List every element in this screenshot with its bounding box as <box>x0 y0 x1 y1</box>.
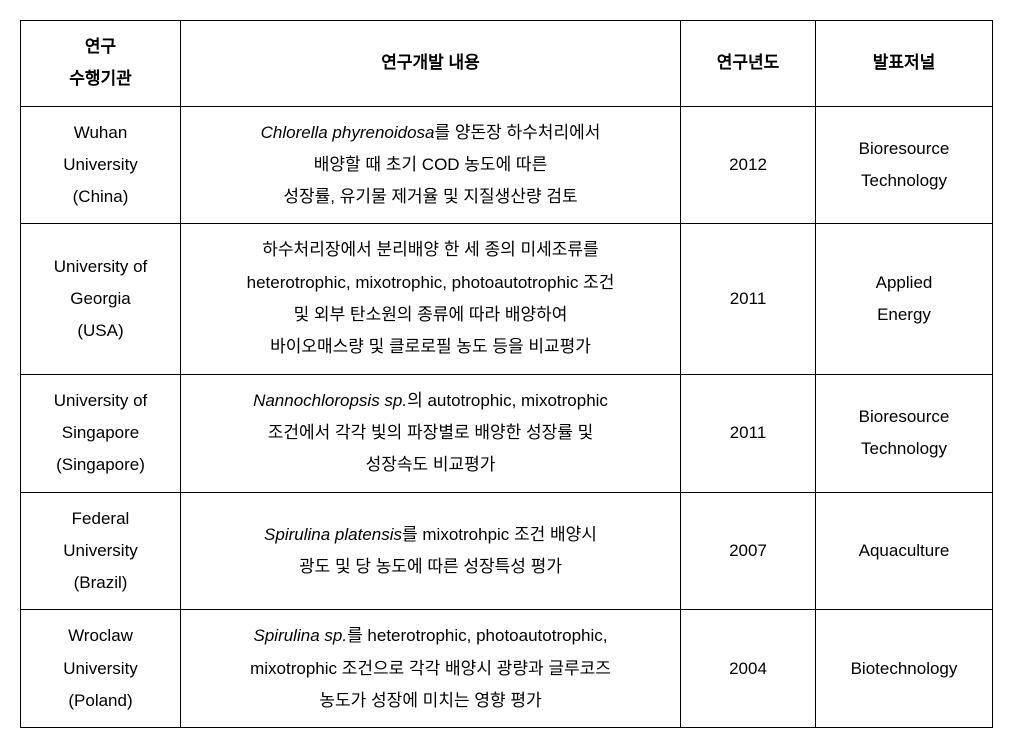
table-row: University ofSingapore(Singapore)Nannoch… <box>21 374 993 492</box>
cell-institution: WuhanUniversity(China) <box>21 106 181 224</box>
species-name: Nannochloropsis sp. <box>253 391 407 410</box>
header-year: 연구년도 <box>681 21 816 107</box>
header-journal: 발표저널 <box>816 21 993 107</box>
table-row: WuhanUniversity(China)Chlorella phyrenoi… <box>21 106 993 224</box>
cell-description: 하수처리장에서 분리배양 한 세 종의 미세조류를heterotrophic, … <box>181 224 681 374</box>
cell-institution: University ofSingapore(Singapore) <box>21 374 181 492</box>
table-body: WuhanUniversity(China)Chlorella phyrenoi… <box>21 106 993 728</box>
table-row: University ofGeorgia(USA)하수처리장에서 분리배양 한 … <box>21 224 993 374</box>
table-header-row: 연구수행기관 연구개발 내용 연구년도 발표저널 <box>21 21 993 107</box>
cell-description: Spirulina platensis를 mixotrohpic 조건 배양시광… <box>181 492 681 610</box>
cell-year: 2007 <box>681 492 816 610</box>
cell-journal: BioresourceTechnology <box>816 106 993 224</box>
cell-journal: Aquaculture <box>816 492 993 610</box>
cell-description: Chlorella phyrenoidosa를 양돈장 하수처리에서배양할 때 … <box>181 106 681 224</box>
cell-institution: FederalUniversity(Brazil) <box>21 492 181 610</box>
header-description: 연구개발 내용 <box>181 21 681 107</box>
research-table: 연구수행기관 연구개발 내용 연구년도 발표저널 WuhanUniversity… <box>20 20 993 728</box>
cell-year: 2012 <box>681 106 816 224</box>
cell-description: Spirulina sp.를 heterotrophic, photoautot… <box>181 610 681 728</box>
cell-journal: AppliedEnergy <box>816 224 993 374</box>
cell-description: Nannochloropsis sp.의 autotrophic, mixotr… <box>181 374 681 492</box>
cell-journal: BioresourceTechnology <box>816 374 993 492</box>
species-name: Spirulina platensis <box>264 525 402 544</box>
cell-institution: WroclawUniversity(Poland) <box>21 610 181 728</box>
cell-institution: University ofGeorgia(USA) <box>21 224 181 374</box>
cell-year: 2004 <box>681 610 816 728</box>
header-institution: 연구수행기관 <box>21 21 181 107</box>
table-row: FederalUniversity(Brazil)Spirulina plate… <box>21 492 993 610</box>
table-row: WroclawUniversity(Poland)Spirulina sp.를 … <box>21 610 993 728</box>
cell-journal: Biotechnology <box>816 610 993 728</box>
species-name: Chlorella phyrenoidosa <box>261 123 435 142</box>
cell-year: 2011 <box>681 224 816 374</box>
cell-year: 2011 <box>681 374 816 492</box>
